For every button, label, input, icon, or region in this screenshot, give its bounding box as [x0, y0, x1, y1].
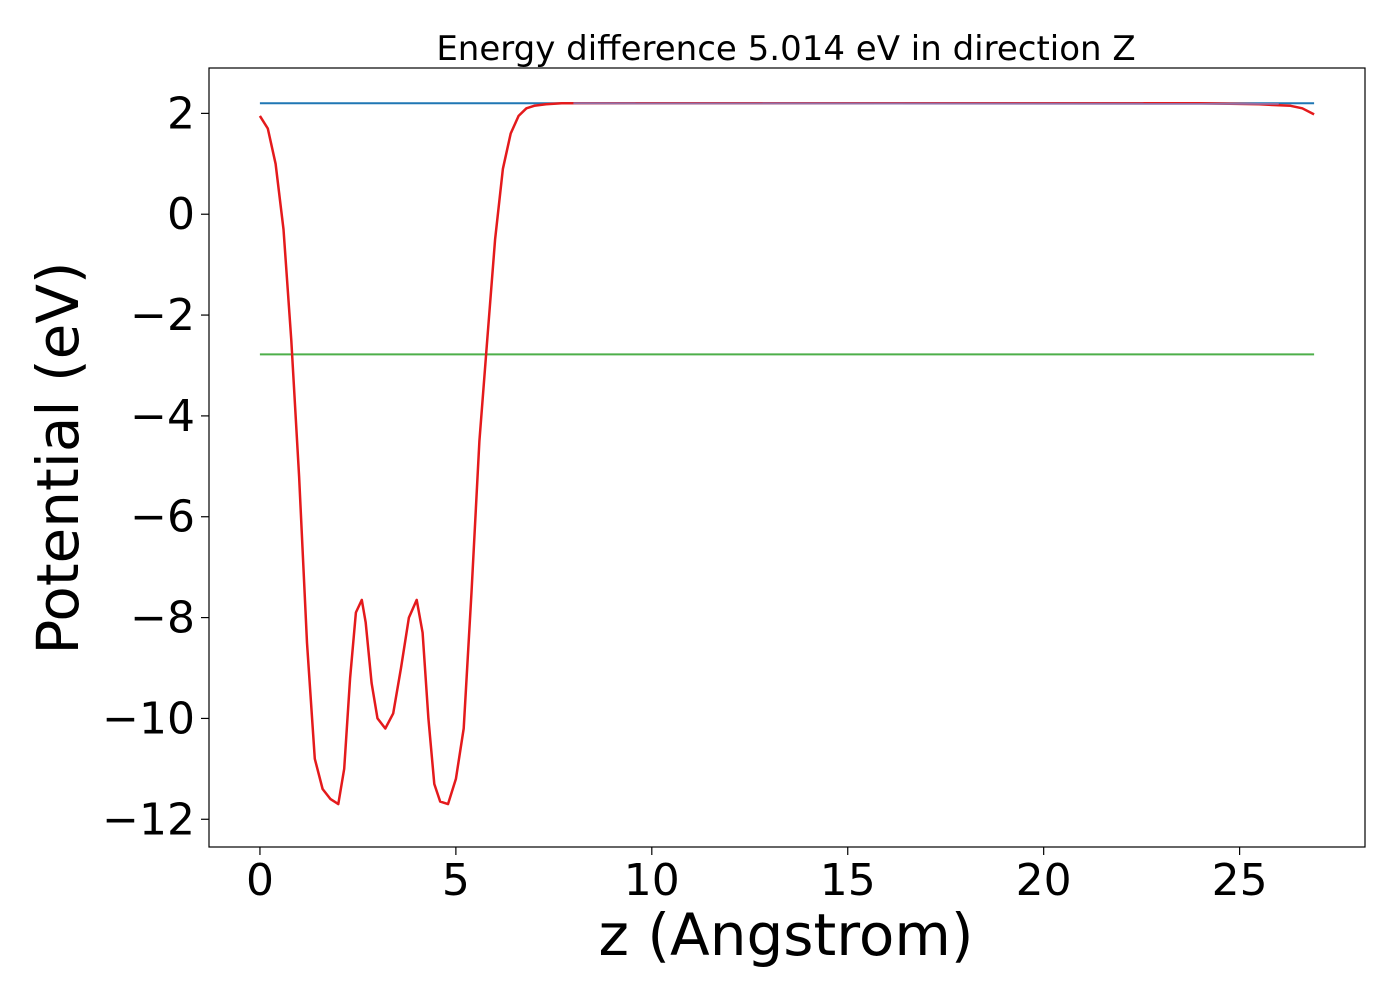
series-line-3: [573, 102, 1279, 105]
y-axis-ticks: 2 0 −2 −4 −6 −8 −10 −12: [102, 88, 209, 845]
series-line-2: [258, 102, 1315, 806]
x-tick-label: 20: [1016, 855, 1072, 906]
x-tick-label: 15: [820, 855, 876, 906]
y-tick-label: 0: [167, 189, 195, 240]
y-axis-title: Potential (eV): [24, 261, 92, 654]
chart-title: Energy difference 5.014 eV in direction …: [436, 29, 1135, 69]
series-layer: [258, 102, 1315, 806]
y-tick-label: −10: [102, 693, 195, 744]
x-tick-label: 5: [442, 855, 470, 906]
y-tick-label: 2: [167, 88, 195, 139]
x-tick-label: 10: [624, 855, 680, 906]
y-tick-label: −12: [102, 794, 195, 845]
x-tick-label: 0: [246, 855, 274, 906]
x-axis-title: z (Angstrom): [599, 901, 974, 969]
y-tick-label: −8: [130, 593, 195, 644]
plot-frame: [208, 67, 1366, 848]
y-tick-label: −2: [130, 290, 195, 341]
x-tick-label: 25: [1212, 855, 1268, 906]
y-tick-label: −4: [130, 391, 195, 442]
y-tick-label: −6: [130, 492, 195, 543]
x-axis-ticks: 0 5 10 15 20 25: [246, 847, 1268, 906]
